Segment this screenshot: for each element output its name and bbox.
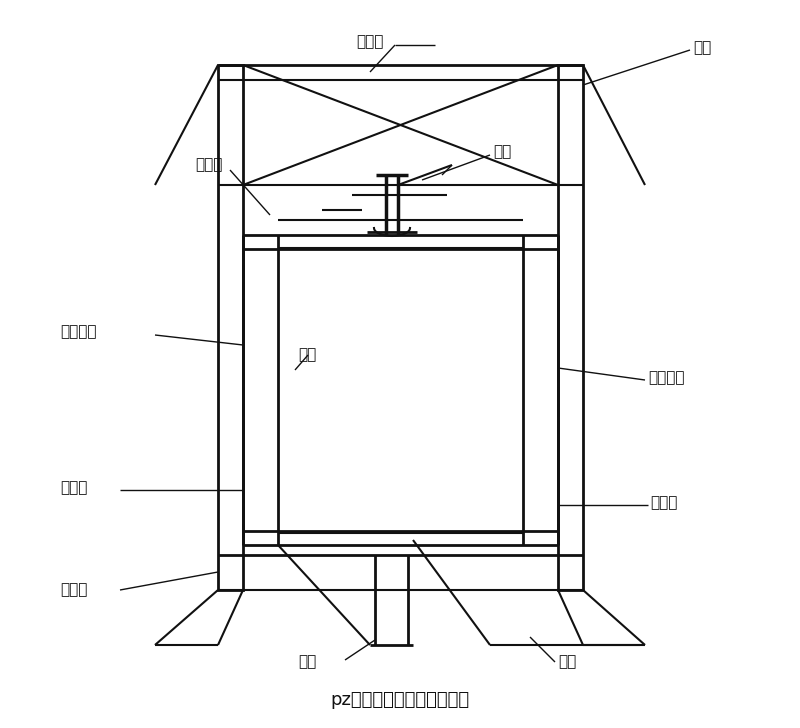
Bar — [278, 262, 523, 519]
Text: pz双向止水铸铁闸门结构图: pz双向止水铸铁闸门结构图 — [330, 691, 470, 709]
Text: 横栅框: 横栅框 — [60, 582, 87, 598]
Text: 闭紧斜铁: 闭紧斜铁 — [648, 371, 685, 386]
Text: 挡板: 挡板 — [693, 41, 711, 55]
Bar — [218, 65, 243, 590]
Text: 挡铁: 挡铁 — [298, 347, 316, 363]
Text: 吊耳: 吊耳 — [493, 144, 511, 159]
Text: 主闸框: 主闸框 — [60, 480, 87, 496]
Text: 闸板: 闸板 — [558, 654, 576, 670]
Text: 横闸框: 横闸框 — [195, 157, 222, 173]
Text: 付闸框: 付闸框 — [356, 34, 384, 50]
Text: 钩板: 钩板 — [298, 654, 316, 670]
Text: 闭紧斜铁: 闭紧斜铁 — [60, 325, 97, 339]
Bar — [558, 65, 583, 590]
Text: 主闸框: 主闸框 — [650, 496, 678, 510]
